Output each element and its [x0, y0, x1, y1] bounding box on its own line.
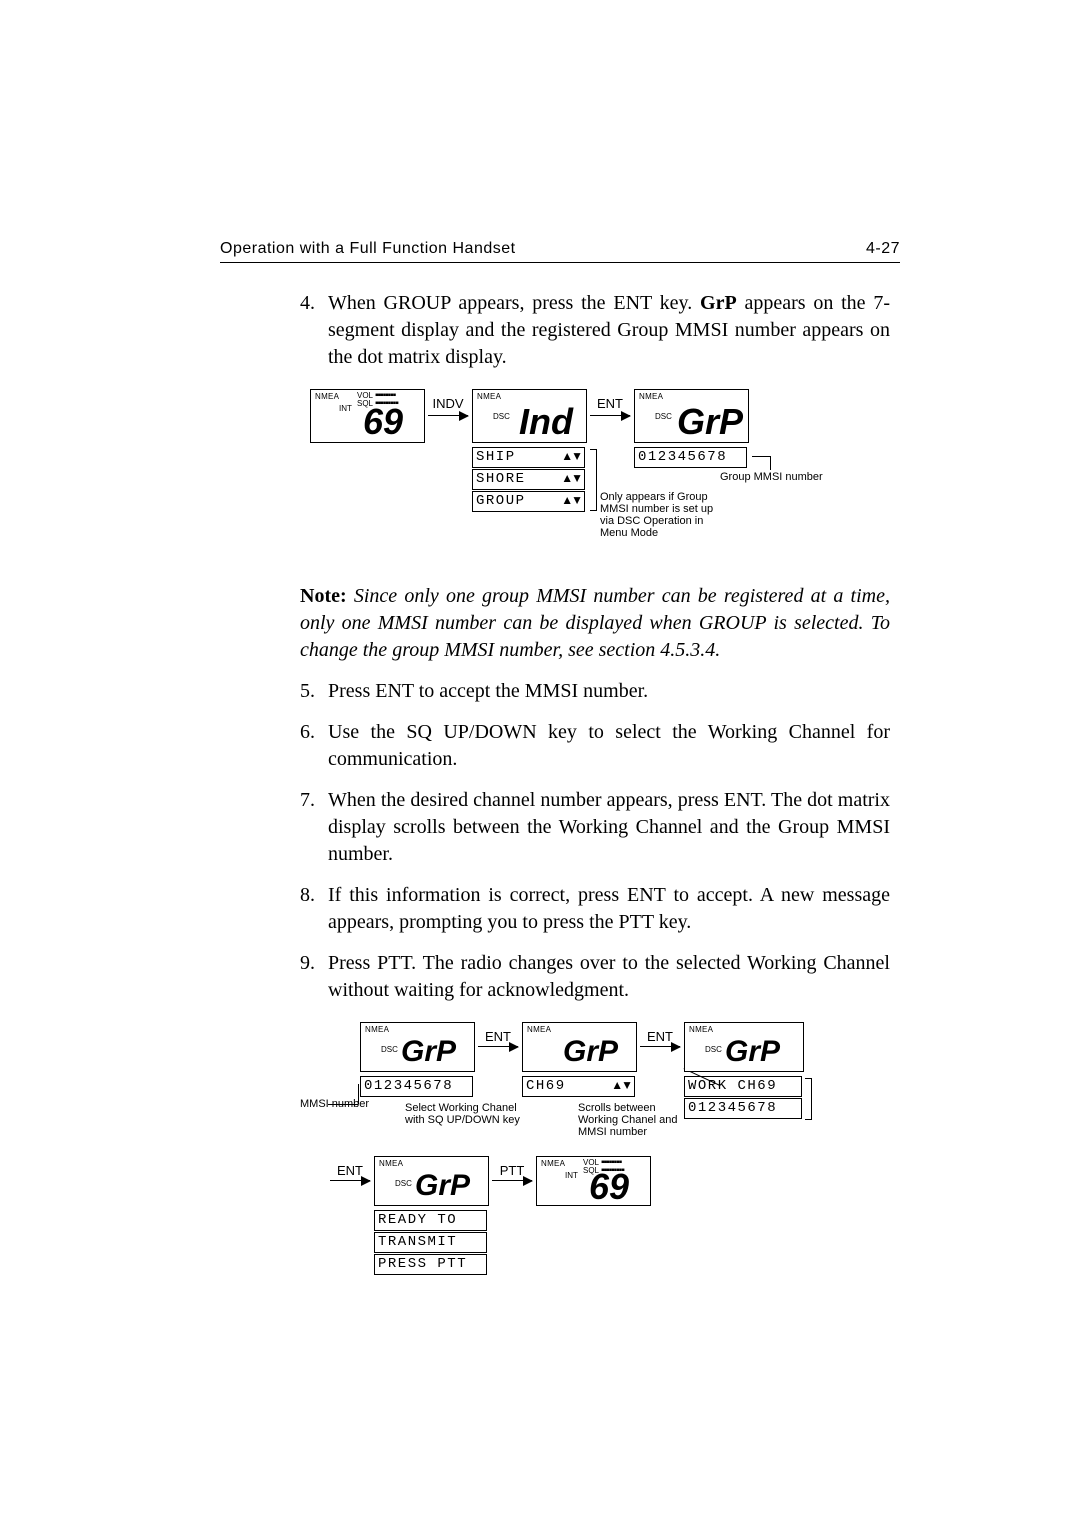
f2-mmsi1: 012345678: [360, 1076, 473, 1097]
caption-group-mmsi: Group MMSI number: [720, 471, 823, 483]
dotmatrix-mmsi: 012345678: [634, 447, 747, 468]
bracket-rows: [590, 449, 597, 511]
row-shore: SHORE▲▼: [472, 469, 585, 490]
caption-only-appears: Only appears if Group MMSI number is set…: [600, 491, 730, 539]
header-title: Operation with a Full Function Handset: [220, 240, 516, 258]
header-page-no: 4-27: [866, 240, 900, 258]
step-7: 7. When the desired channel number appea…: [300, 787, 890, 868]
arrow-ent: [590, 415, 630, 416]
lcd-69: NMEA VOL ▪▪▪▪▪▪▪▪ SQL ▪▪▪▪▪▪▪▪▪ INT 69: [310, 389, 425, 443]
seg7-ind: Ind: [519, 404, 573, 440]
step-4: 4. When GROUP appears, press the ENT key…: [300, 290, 890, 371]
note-label: Note:: [300, 585, 347, 607]
callout-line-gmmsi: [752, 456, 770, 457]
page: Operation with a Full Function Handset 4…: [0, 0, 1080, 1528]
f2-lcd-grp3: NMEA DSC GrP: [684, 1022, 804, 1072]
step-5: 5. Press ENT to accept the MMSI number.: [300, 678, 890, 705]
step-8: 8. If this information is correct, press…: [300, 882, 890, 936]
key-indv: INDV: [430, 395, 466, 413]
f2-lcd-grp1: NMEA DSC GrP: [360, 1022, 475, 1072]
lcd-ind: NMEA DSC Ind: [472, 389, 587, 443]
step-4-num: 4.: [300, 290, 328, 371]
step-4-body: When GROUP appears, press the ENT key. G…: [328, 290, 890, 371]
key-ent: ENT: [592, 395, 628, 413]
row-group: GROUP▲▼: [472, 491, 585, 512]
caption-scrolls: Scrolls between Working Chanel and MMSI …: [578, 1102, 698, 1138]
arrow-indv: [428, 415, 468, 416]
f2-lcd-grp2: NMEA GrP: [522, 1022, 637, 1072]
step-9: 9. Press PTT. The radio changes over to …: [300, 950, 890, 1004]
step-6: 6. Use the SQ UP/DOWN key to select the …: [300, 719, 890, 773]
f2-lcd-69: NMEA VOL ▪▪▪▪▪▪▪▪ SQL ▪▪▪▪▪▪▪▪▪ INT 69: [536, 1156, 651, 1206]
row-ship: SHIP▲▼: [472, 447, 585, 468]
f2-ch69: CH69▲▼: [522, 1076, 635, 1097]
figure-1: NMEA VOL ▪▪▪▪▪▪▪▪ SQL ▪▪▪▪▪▪▪▪▪ INT 69 I…: [300, 389, 890, 559]
caption-mmsi-number: MMSI number: [300, 1098, 369, 1110]
note: Note: Since only one group MMSI number c…: [300, 583, 890, 664]
seg7-69: 69: [363, 404, 403, 440]
seg7-grp: GrP: [677, 404, 743, 440]
figure-2: NMEA DSC GrP 012345678 MMSI number Selec…: [300, 1022, 890, 1282]
running-header: Operation with a Full Function Handset 4…: [220, 240, 900, 263]
content-block: 4. When GROUP appears, press the ENT key…: [300, 290, 890, 1306]
caption-select-wc: Select Working Chanel with SQ UP/DOWN ke…: [405, 1102, 535, 1126]
f2-lcd-ready: NMEA DSC GrP: [374, 1156, 489, 1206]
lcd-grp: NMEA DSC GrP: [634, 389, 749, 443]
